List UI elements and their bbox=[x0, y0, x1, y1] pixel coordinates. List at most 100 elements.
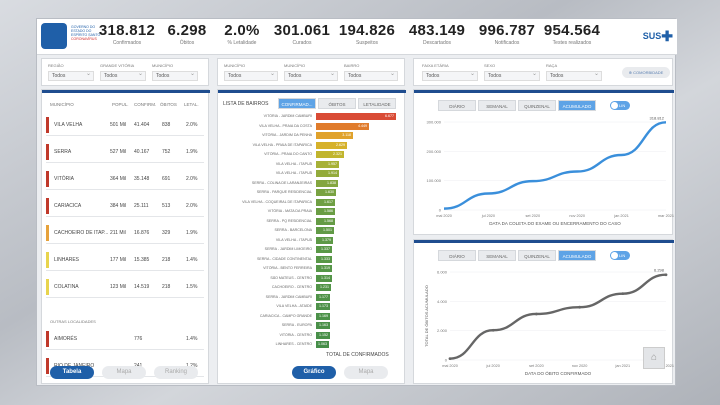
view-tabela-button[interactable]: Tabela bbox=[50, 366, 94, 379]
series-point[interactable] bbox=[621, 292, 625, 296]
row-letal: 1.9% bbox=[186, 230, 198, 236]
period-tab[interactable]: DIÁRIO bbox=[438, 100, 476, 111]
filter-dropdown[interactable]: Todos bbox=[546, 70, 602, 81]
table-column-header: POPUL. bbox=[112, 102, 129, 107]
series-point[interactable] bbox=[578, 305, 581, 309]
row-pop: 364 Mil bbox=[110, 176, 127, 182]
bairro-bar-row[interactable]: VITÓRIA - BENTO FERREIRA 1.319 bbox=[222, 265, 402, 273]
row-letal: 2.0% bbox=[186, 176, 198, 182]
bairro-bar-row[interactable]: VILA VELHA - PRAIA DA COSTA 4.449 bbox=[222, 122, 402, 131]
filter-label: GRANDE VITÓRIA bbox=[100, 63, 135, 68]
bairro-bar-row[interactable]: SERRA - COLINA DE LARANJEIRAS 1.838 bbox=[222, 179, 402, 188]
bairro-name: VILA VELHA - ITAPUÃ bbox=[275, 237, 312, 242]
row-pop: 211 Mil bbox=[110, 230, 126, 236]
other-localities-label: OUTRAS LOCALIDADES bbox=[50, 319, 96, 324]
row-letal: 1.4% bbox=[186, 336, 198, 342]
filter-dropdown[interactable]: Todos bbox=[152, 70, 198, 81]
bairro-bar-row[interactable]: SERRA - PQ RESIDENCIAL 1.568 bbox=[222, 217, 402, 226]
bairro-bar: 1.568 bbox=[316, 217, 335, 225]
view-mapa-button[interactable]: Mapa bbox=[102, 366, 146, 379]
filter-dropdown[interactable]: Todos bbox=[224, 70, 278, 81]
logo-line-1: GOVERNO DO ESTADO DO ESPÍRITO SANTO bbox=[71, 25, 101, 37]
bairro-tab[interactable]: ÓBITOS bbox=[318, 98, 356, 109]
period-tab[interactable]: ACUMULADO bbox=[558, 100, 596, 111]
filter-dropdown[interactable]: Todos bbox=[48, 70, 94, 81]
scale-toggle[interactable]: LIN bbox=[610, 101, 630, 110]
row-conf: 41.404 bbox=[134, 122, 150, 128]
bairro-bar-row[interactable]: VILA VELHA - ITAPUÃ 1.957 bbox=[222, 160, 402, 169]
period-tab[interactable]: SEMANAL bbox=[478, 100, 516, 111]
table-row[interactable]: SERRA 527 Mil 40.167 752 1.9% bbox=[46, 141, 204, 163]
view-ranking-button[interactable]: Ranking bbox=[154, 366, 198, 379]
row-name: VILA VELHA bbox=[54, 122, 83, 128]
filter-dropdown[interactable]: Todos bbox=[484, 70, 540, 81]
bairro-bar: 1.586 bbox=[316, 208, 335, 215]
filter-dropdown[interactable]: Todos bbox=[284, 70, 338, 81]
bairro-bar: 1.314 bbox=[316, 274, 332, 282]
kpi-card: 996.787 Notificados bbox=[477, 22, 537, 46]
series-point[interactable] bbox=[535, 312, 538, 316]
bairro-bar-row[interactable]: VILA VELHA - ITAPUÃ 1.379 bbox=[222, 236, 402, 245]
bairro-value: 2.321 bbox=[333, 152, 342, 156]
table-row[interactable]: CACHOEIRO DE ITAP... 211 Mil 16.876 329 1.9% bbox=[46, 222, 204, 244]
x-axis-title: DATA DO ÓBITO CONFIRMADO bbox=[525, 370, 592, 376]
period-tab[interactable]: DIÁRIO bbox=[438, 250, 476, 261]
home-button[interactable]: ⌂ bbox=[643, 347, 665, 369]
mid-filter-panel: MUNICÍPIO Todos MUNICÍPIO Todos BAIRRO Todos bbox=[217, 58, 405, 86]
bairro-bar-row[interactable]: VITÓRIA - JARDIM DA PENHA 3.118 bbox=[222, 132, 402, 140]
kpi-value: 954.564 bbox=[543, 22, 601, 39]
bairro-bar-row[interactable]: VITÓRIA - MATA DA PRAIA 1.586 bbox=[222, 208, 402, 216]
view-mapa-button[interactable]: Mapa bbox=[344, 366, 388, 379]
bairro-bar-row[interactable]: SERRA - EUROPA 1.163 bbox=[222, 322, 402, 330]
kpi-label: % Letalidade bbox=[227, 40, 257, 46]
bairro-bar: 1.163 bbox=[316, 322, 330, 329]
bairro-bar-row[interactable]: SERRA - CIDADE CONTINENTAL 1.333 bbox=[222, 255, 402, 264]
bairro-bar-row[interactable]: VITÓRIA - CENTRO 1.152 bbox=[222, 331, 402, 340]
view-grafico-button[interactable]: Gráfico bbox=[292, 366, 336, 379]
row-letal: 2.0% bbox=[186, 203, 198, 209]
filter-dropdown[interactable]: Todos bbox=[422, 70, 478, 81]
table-row[interactable]: COLATINA 123 Mil 14.519 218 1.5% bbox=[46, 276, 204, 298]
bairro-bar-row[interactable]: SERRA - JARDIM LIMOEIRO 1.337 bbox=[222, 246, 402, 254]
bairro-bar-row[interactable]: LINHARES - CENTRO 1.063 bbox=[222, 341, 402, 349]
scale-toggle[interactable]: LIN bbox=[610, 251, 630, 260]
series-point[interactable] bbox=[448, 357, 452, 361]
bairro-value: 1.617 bbox=[324, 199, 333, 204]
filter-dropdown[interactable]: Todos bbox=[344, 70, 398, 81]
bairro-value: 1.957 bbox=[328, 161, 337, 166]
bairro-bar-row[interactable]: SERRA - JARDIM CAMBURI 1.177 bbox=[222, 293, 402, 302]
period-tab[interactable]: QUINZENAL bbox=[518, 250, 556, 261]
table-row[interactable]: AIMORÉS 776 1.4% bbox=[46, 328, 204, 350]
comorbidade-button[interactable]: ⊕ COMORBIDADE bbox=[622, 67, 670, 78]
total-confirmados-label: TOTAL DE CONFIRMADOS bbox=[326, 352, 389, 358]
x-tick-label: jan 2021 bbox=[613, 214, 629, 218]
series-point[interactable] bbox=[664, 273, 668, 277]
bairro-tab[interactable]: CONFIRMAD... bbox=[278, 98, 316, 109]
row-obitos: 838 bbox=[162, 122, 171, 128]
bairro-bar-row[interactable]: SERRA - PARQUE RESIDENCIAL 1.630 bbox=[222, 189, 402, 197]
bairro-bar-row[interactable]: VILA VELHA - COQUEIRAL DE ITAPARICA 1.617 bbox=[222, 198, 402, 207]
bairro-bar-row[interactable]: VILA VELHA - PRAIA DE ITAPARICA 2.629 bbox=[222, 141, 402, 150]
filter-dropdown[interactable]: Todos bbox=[100, 70, 146, 81]
bairro-tab[interactable]: LETALIDADE bbox=[358, 98, 396, 109]
bairro-bar-row[interactable]: SÃO MATEUS - CENTRO 1.314 bbox=[222, 274, 402, 283]
series-point[interactable] bbox=[491, 328, 495, 332]
table-row[interactable]: VILA VELHA 501 Mil 41.404 838 2.0% bbox=[46, 114, 204, 136]
period-tab[interactable]: ACUMULADO bbox=[558, 250, 596, 261]
bairro-bar-row[interactable]: VITÓRIA - JARDIM CAMBURI 6.677 bbox=[222, 113, 402, 121]
bairro-bar-row[interactable]: CARIACICA - CAMPO GRANDE 1.169 bbox=[222, 312, 402, 321]
table-row[interactable]: LINHARES 177 Mil 15.385 218 1.4% bbox=[46, 249, 204, 271]
row-name: COLATINA bbox=[54, 284, 79, 290]
bairro-bar-row[interactable]: VITÓRIA - PRAIA DO CANTO 2.321 bbox=[222, 151, 402, 159]
bairro-bar-row[interactable]: VILA VELHA - ATAÍDE 1.173 bbox=[222, 303, 402, 311]
bairro-bar-row[interactable]: SERRA - BARCELONA 1.501 bbox=[222, 227, 402, 235]
period-tab[interactable]: SEMANAL bbox=[478, 250, 516, 261]
row-color-bar bbox=[46, 117, 49, 133]
bairro-bar-row[interactable]: CACHOEIRO - CENTRO 1.231 bbox=[222, 284, 402, 292]
bairro-bar-row[interactable]: VILA VELHA - ITAPUÃ 1.914 bbox=[222, 170, 402, 178]
period-tab[interactable]: QUINZENAL bbox=[518, 100, 556, 111]
y-tick-label: 4.000 bbox=[437, 299, 448, 304]
row-name: AIMORÉS bbox=[54, 336, 78, 342]
table-row[interactable]: CARIACICA 384 Mil 25.111 513 2.0% bbox=[46, 195, 204, 217]
table-row[interactable]: VITÓRIA 364 Mil 35.148 691 2.0% bbox=[46, 168, 204, 190]
